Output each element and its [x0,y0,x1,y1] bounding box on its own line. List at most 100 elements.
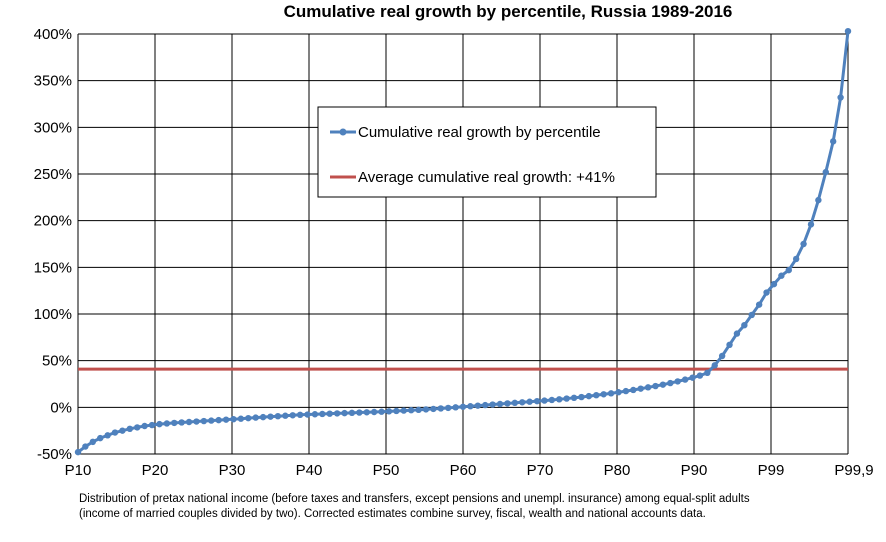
data-point [607,390,615,397]
data-point [208,417,215,424]
y-tick-label: 0% [50,399,72,416]
y-tick-label: 150% [34,259,72,276]
data-point [556,396,563,403]
data-point [482,401,489,409]
data-point [415,406,422,414]
x-tick-label: P30 [219,462,246,479]
data-point [844,28,852,35]
data-point [593,392,600,399]
data-point [193,418,200,425]
data-point [519,399,526,406]
y-tick-label: 300% [34,119,72,136]
data-point [511,399,519,407]
data-point [748,311,755,319]
series [74,28,852,456]
data-point [119,427,126,434]
legend-label-growth: Cumulative real growth by percentile [358,124,601,141]
data-point [304,411,311,418]
data-point [770,280,778,288]
data-point [89,438,97,446]
data-point [792,255,800,263]
data-point [245,414,252,422]
chart-title: Cumulative real growth by percentile, Ru… [284,2,733,21]
data-point [452,404,459,411]
data-point [282,412,289,419]
data-point [630,386,637,394]
data-point [134,424,141,431]
data-point [689,374,696,381]
data-point [289,412,296,419]
data-point [378,408,385,415]
data-point [200,417,208,425]
data-point [704,369,711,376]
data-point [837,94,844,101]
data-point [696,372,704,379]
legend: Cumulative real growth by percentile Ave… [317,106,657,198]
data-point [274,413,282,420]
y-tick-label: 100% [34,306,72,323]
y-tick-label: 400% [34,26,72,43]
data-point [785,266,792,274]
data-point [97,434,104,442]
data-point [437,405,444,412]
y-tick-label: 350% [34,73,72,90]
data-point [822,168,829,176]
data-point [148,421,156,429]
x-tick-label: P99,9 [834,462,873,479]
data-point [141,422,148,430]
data-point [393,407,400,415]
data-point [178,419,185,426]
data-point [171,419,178,427]
data-point [800,240,807,248]
data-point [659,381,667,388]
data-point [726,341,733,348]
data-point [533,397,541,405]
footnote-line-1: Distribution of pretax national income (… [79,493,750,505]
y-tick-label: 50% [42,353,72,370]
data-point [222,416,230,423]
data-point [489,401,496,408]
y-axis-ticks: -50% 0% 50% 100% 150% 200% 250% 300% 350% 400% [34,26,72,463]
data-point [430,405,437,413]
data-point [755,301,763,308]
data-point [600,391,607,398]
data-point [622,387,630,395]
data-point [615,389,622,396]
y-tick-label: -50% [37,446,72,463]
footnote-line-2: (income of married couples divided by tw… [79,508,706,520]
x-tick-label: P90 [681,462,708,479]
data-point [252,414,259,421]
data-point [496,400,504,408]
data-point [341,409,348,417]
legend-box [317,106,657,198]
data-point [467,403,474,410]
data-point [215,416,222,424]
data-point [259,413,267,421]
data-point [674,378,681,385]
x-axis-ticks: P10 P20 P30 P40 P50 P60 P70 P80 P90 P99 P99,9 [65,462,874,479]
data-point [815,196,822,204]
data-point [829,138,837,145]
data-point [718,352,726,360]
data-point [126,425,134,432]
data-point [267,413,274,420]
data-point [763,289,770,296]
data-point [104,432,111,439]
data-point [807,221,815,228]
data-point [74,448,82,456]
data-point [741,322,748,329]
footnote: Distribution of pretax national income (… [79,492,879,522]
legend-label-average: Average cumulative real growth: +41% [358,169,615,186]
data-point [185,418,193,426]
data-point [326,410,333,417]
y-tick-label: 200% [34,213,72,230]
data-point [111,429,119,436]
data-point [333,410,341,417]
x-tick-label: P10 [65,462,92,479]
grid [77,33,849,455]
data-point [296,411,304,418]
data-point [652,382,659,390]
data-point [319,410,326,418]
data-point [578,393,585,401]
data-point [637,385,644,392]
